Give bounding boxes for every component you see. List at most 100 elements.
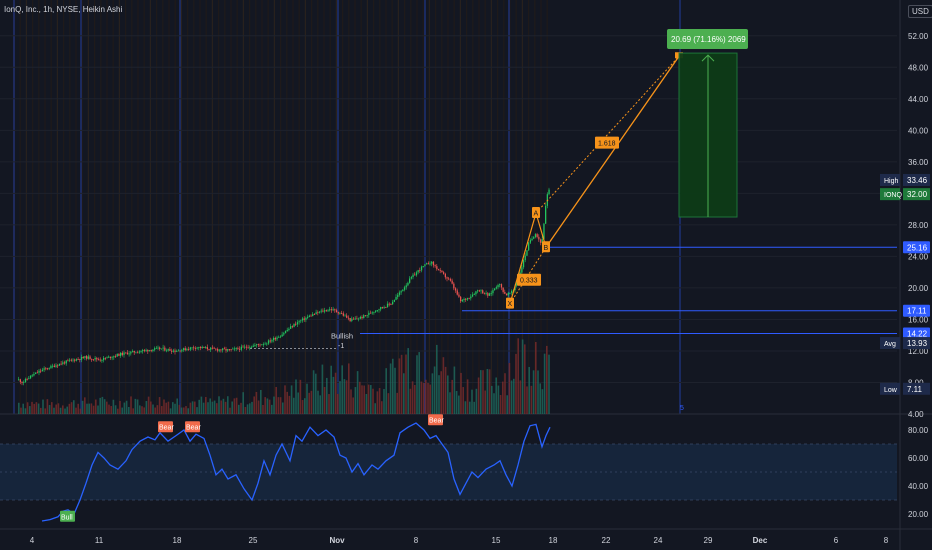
time-tick-label: 11 (95, 536, 104, 545)
volume-bar (308, 392, 310, 414)
candle-up (55, 365, 57, 367)
volume-bar (242, 392, 244, 414)
price-axis[interactable]: 4.008.0012.0016.0020.0024.0028.0032.0036… (880, 0, 930, 550)
candle-down (247, 347, 249, 349)
volume-bar (440, 371, 442, 414)
side-label-name-bg (880, 173, 900, 186)
volume-bar (497, 385, 500, 414)
bear-marker (428, 414, 443, 426)
candle-up (359, 317, 361, 319)
candle-down (53, 365, 55, 367)
time-tick-label: 6 (834, 536, 839, 545)
candle-down (295, 323, 297, 325)
candle-down (184, 348, 186, 351)
candle-up (499, 284, 501, 286)
candle-up (167, 349, 169, 351)
candle-up (485, 293, 487, 294)
candle-up (191, 347, 193, 349)
volume-bar (20, 407, 22, 414)
candle-up (545, 205, 547, 224)
candle-up (409, 278, 411, 283)
currency-button[interactable]: USD (908, 5, 932, 18)
candle-down (137, 352, 139, 354)
volume-bar (90, 403, 93, 414)
candle-up (210, 347, 212, 350)
candle-up (148, 350, 151, 352)
candle-down (390, 304, 392, 305)
price-tick-label: 24.00 (908, 252, 929, 261)
volume-bar (66, 406, 68, 414)
volume-bar (495, 377, 497, 414)
volume-bar (361, 385, 363, 414)
candle-down (356, 318, 358, 320)
volume-bar (29, 406, 31, 414)
volume-bar (427, 382, 429, 414)
candle-down (443, 272, 445, 274)
candle-down (164, 347, 166, 351)
volume-bar (86, 403, 88, 414)
candle-up (528, 242, 530, 251)
candle-down (500, 284, 503, 288)
candle-up (120, 352, 122, 356)
volume-bar (319, 395, 321, 414)
signal-marker-label: Bear (429, 418, 444, 425)
volume-bar (537, 370, 539, 414)
candle-down (60, 363, 62, 365)
target-label: 20.69 (71.16%) 2069 (671, 35, 746, 44)
volume-bar (176, 398, 178, 414)
candle-up (308, 315, 310, 317)
volume-bar (152, 404, 154, 414)
volume-bar (528, 366, 530, 414)
volume-bar (510, 380, 513, 414)
chart-title: IonQ, Inc., 1h, NYSE, Heikin Ashi (4, 5, 123, 14)
candle-down (317, 312, 319, 314)
candle-up (366, 315, 368, 316)
volume-bar (546, 345, 548, 414)
volume-bar (191, 401, 194, 414)
volume-bar (196, 407, 198, 414)
candle-down (334, 309, 336, 311)
candle-up (329, 309, 331, 311)
volume-bar (198, 399, 200, 414)
bear-marker (158, 421, 173, 433)
volume-bar (535, 342, 537, 414)
candle-up (521, 267, 523, 273)
pattern-point-label: B (544, 245, 549, 252)
time-axis[interactable]: 4 11 18 25 Nov 8 15 18 22 24 29 Dec 6 8 (30, 536, 889, 545)
candle-up (533, 237, 535, 239)
candle-down (465, 298, 467, 300)
candle-up (490, 293, 492, 294)
candle-down (456, 290, 458, 295)
candle-up (488, 293, 491, 296)
volume-bar (312, 370, 315, 414)
candle-up (106, 357, 108, 359)
candle-up (473, 294, 475, 296)
candle-down (67, 360, 69, 362)
volume-bar (77, 403, 79, 414)
time-tick-label: 8 (414, 536, 419, 545)
candle-down (346, 315, 348, 318)
candle-down (313, 314, 316, 315)
candle-down (188, 349, 190, 350)
volume-bar (455, 390, 458, 414)
candle-down (169, 349, 171, 351)
volume-bar (244, 407, 247, 414)
candle-up (351, 318, 353, 321)
volume-bar (359, 381, 361, 414)
price-level-label: 14.22 (907, 329, 928, 338)
candle-up (266, 343, 268, 345)
volume-bar (222, 398, 225, 414)
volume-bar (422, 382, 425, 414)
time-marker-lines (13, 0, 681, 414)
candle-up (393, 299, 395, 302)
candle-down (487, 293, 489, 296)
side-label-value-bg (903, 188, 930, 201)
volume-bar (398, 358, 401, 414)
candle-down (361, 317, 363, 319)
candle-up (232, 348, 234, 350)
candle-up (181, 350, 183, 352)
candle-down (347, 317, 350, 319)
volume-bar (205, 397, 207, 414)
time-tick-label: 15 (492, 536, 501, 545)
volume-bar (389, 363, 392, 414)
